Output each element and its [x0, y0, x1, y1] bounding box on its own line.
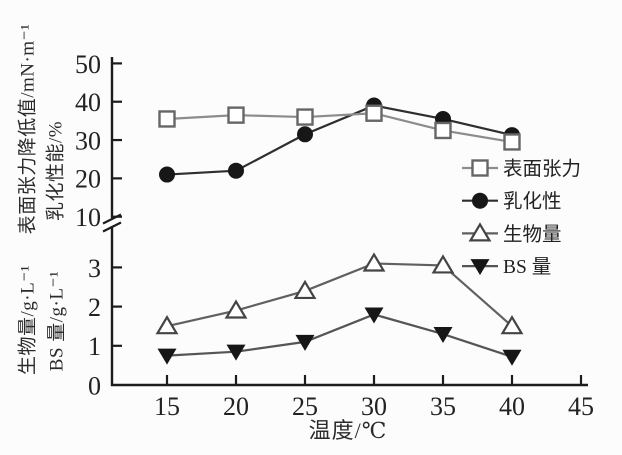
x-tick-label: 20 — [223, 392, 249, 421]
data-point-marker — [503, 133, 521, 151]
y-tick-label: 0 — [88, 371, 101, 400]
series-surface-tension — [158, 104, 521, 151]
y-axis-label-bs-amount: BS 量/g·L⁻¹ — [46, 270, 68, 372]
series-bs-amount — [157, 307, 522, 366]
data-point-marker — [293, 279, 317, 300]
y-tick-label: 2 — [88, 293, 101, 322]
data-point-marker — [227, 106, 245, 124]
legend-label: 表面张力 — [503, 158, 581, 180]
axis-break-slash — [102, 221, 122, 233]
legend-label: BS 量 — [503, 257, 551, 278]
legend-item-emulsification: 乳化性 — [462, 191, 562, 213]
data-point-marker — [472, 192, 488, 209]
data-point-marker — [224, 299, 248, 319]
data-point-marker — [297, 126, 313, 143]
x-tick-label: 45 — [568, 392, 594, 421]
data-point-marker — [470, 259, 490, 276]
data-point-marker — [226, 344, 246, 361]
data-point-marker — [502, 349, 522, 366]
y-tick-label: 40 — [75, 88, 101, 117]
series-emulsification — [159, 97, 520, 183]
y-tick-label: 10 — [75, 203, 101, 232]
data-point-marker — [365, 104, 383, 122]
axes-lines — [110, 57, 588, 387]
y-axis-label-emulsification: 乳化性能/% — [45, 120, 67, 222]
x-tick-label: 25 — [292, 392, 318, 421]
y-tick-label: 3 — [88, 254, 101, 283]
y-axis-label-biomass: 生物量/g·L⁻¹ — [17, 265, 39, 375]
data-point-marker — [434, 121, 452, 140]
series-line — [166, 262, 513, 328]
data-point-marker — [433, 327, 453, 344]
x-axis-label: 温度/℃ — [308, 418, 388, 443]
data-point-marker — [468, 222, 492, 242]
x-tick-label: 35 — [430, 392, 456, 421]
y-axis-ticks: 10 20 30 40 50 0 1 2 3 — [75, 50, 122, 400]
series-line — [166, 313, 513, 358]
y-tick-label: 30 — [75, 126, 101, 155]
legend-item-biomass: 生物量 — [462, 222, 562, 245]
x-axis-ticks: 15 20 25 30 35 40 45 — [154, 375, 594, 421]
data-point-marker — [228, 162, 244, 179]
data-point-marker — [155, 315, 179, 335]
legend-item-surface-tension: 表面张力 — [462, 158, 581, 180]
data-point-marker — [159, 166, 175, 183]
series-biomass — [155, 252, 524, 335]
x-tick-label: 40 — [499, 392, 525, 421]
legend-label: 生物量 — [503, 223, 562, 245]
x-tick-label: 15 — [154, 392, 180, 421]
y-tick-label: 1 — [88, 332, 101, 361]
y-axis-label-surface-tension: 表面张力降低值/mN·m⁻¹ — [17, 23, 39, 235]
data-point-marker — [362, 252, 386, 272]
data-point-marker — [158, 110, 176, 128]
data-point-marker — [157, 348, 177, 365]
data-point-marker — [295, 334, 315, 351]
y-tick-label: 50 — [75, 50, 101, 79]
data-point-marker — [500, 315, 524, 335]
series-line — [166, 104, 513, 176]
legend-label: 乳化性 — [503, 191, 562, 213]
data-point-marker — [471, 159, 489, 177]
y-tick-label: 20 — [75, 165, 101, 194]
data-point-marker — [431, 254, 455, 274]
legend-item-bs-amount: BS 量 — [462, 257, 551, 278]
series-line — [166, 112, 513, 144]
data-point-marker — [364, 307, 384, 324]
data-point-marker — [296, 108, 314, 126]
x-tick-label: 30 — [361, 392, 387, 421]
